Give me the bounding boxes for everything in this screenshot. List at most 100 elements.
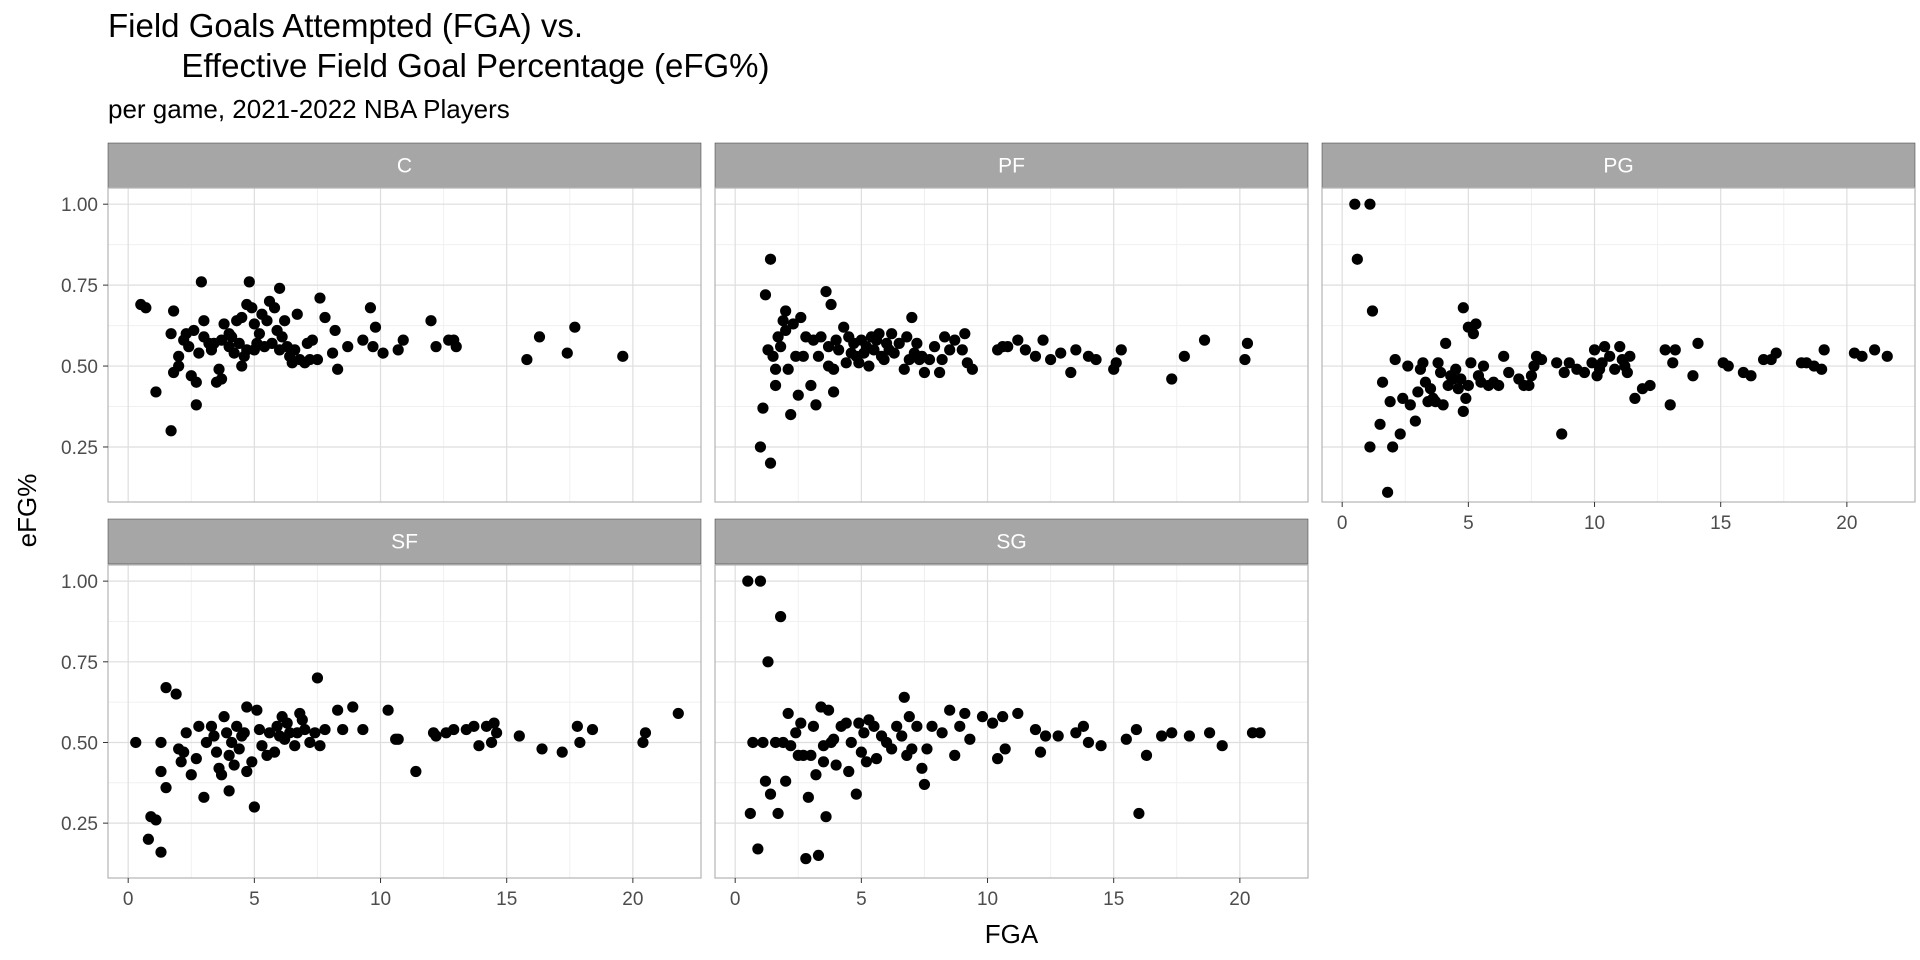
data-point bbox=[215, 373, 228, 385]
data-point bbox=[916, 762, 928, 774]
data-point bbox=[1029, 350, 1042, 362]
data-point bbox=[1409, 415, 1421, 427]
data-point bbox=[1667, 357, 1679, 369]
data-point bbox=[891, 720, 903, 732]
data-point bbox=[228, 347, 240, 359]
data-point bbox=[382, 704, 394, 716]
x-tick-label: 10 bbox=[1584, 513, 1605, 534]
data-point bbox=[795, 717, 807, 729]
data-point bbox=[397, 334, 409, 346]
data-point bbox=[959, 707, 971, 720]
data-point bbox=[1457, 302, 1469, 314]
data-point bbox=[364, 302, 377, 314]
data-point bbox=[792, 389, 804, 401]
data-point bbox=[1120, 733, 1132, 745]
data-point bbox=[1090, 353, 1102, 366]
data-point bbox=[304, 736, 316, 749]
data-point bbox=[1525, 370, 1538, 382]
data-point bbox=[246, 756, 258, 768]
data-point bbox=[473, 740, 485, 752]
y-tick-label: 0.50 bbox=[61, 357, 98, 378]
data-point bbox=[218, 711, 230, 723]
data-point bbox=[256, 740, 268, 752]
data-point bbox=[193, 720, 205, 732]
data-point bbox=[810, 769, 822, 781]
data-point bbox=[926, 720, 938, 732]
data-point bbox=[253, 328, 266, 340]
data-point bbox=[1770, 347, 1782, 359]
data-point bbox=[858, 727, 870, 739]
data-point bbox=[1166, 727, 1178, 739]
facet-strip-pf bbox=[714, 142, 1309, 189]
data-point bbox=[1029, 723, 1042, 736]
data-point bbox=[830, 334, 842, 346]
data-point bbox=[309, 727, 321, 739]
data-point bbox=[223, 749, 235, 761]
data-point bbox=[873, 328, 885, 340]
data-point bbox=[319, 723, 331, 736]
data-point bbox=[1039, 730, 1052, 742]
data-point bbox=[845, 736, 857, 749]
data-point bbox=[744, 807, 756, 820]
data-point bbox=[785, 740, 797, 752]
data-point bbox=[155, 765, 167, 778]
data-point bbox=[767, 350, 779, 362]
data-point bbox=[815, 331, 827, 343]
data-point bbox=[906, 743, 918, 755]
data-point bbox=[188, 324, 200, 337]
data-point bbox=[198, 791, 210, 803]
data-point bbox=[571, 720, 583, 732]
data-point bbox=[561, 347, 573, 359]
data-point bbox=[314, 740, 326, 752]
data-point bbox=[921, 743, 933, 755]
data-point bbox=[949, 749, 961, 761]
data-point bbox=[954, 720, 966, 732]
chart-subtitle: per game, 2021-2022 NBA Players bbox=[108, 94, 510, 124]
data-point bbox=[130, 736, 142, 749]
data-point bbox=[747, 736, 759, 749]
data-point bbox=[556, 746, 568, 758]
data-point bbox=[1629, 392, 1641, 405]
x-tick-label: 10 bbox=[977, 889, 998, 910]
data-point bbox=[521, 353, 533, 366]
data-point bbox=[964, 733, 976, 745]
data-point bbox=[1366, 305, 1379, 317]
data-point bbox=[782, 707, 794, 720]
data-point bbox=[190, 376, 202, 388]
data-point bbox=[944, 704, 956, 716]
data-point bbox=[903, 711, 915, 723]
data-point bbox=[986, 717, 999, 729]
data-point bbox=[956, 344, 968, 356]
data-point bbox=[1412, 386, 1424, 398]
data-point bbox=[1034, 746, 1047, 758]
data-point bbox=[1349, 198, 1361, 210]
data-point bbox=[150, 386, 162, 398]
data-point bbox=[790, 727, 802, 739]
data-point bbox=[392, 733, 404, 745]
data-point bbox=[782, 363, 794, 375]
data-point bbox=[1130, 723, 1143, 736]
data-point bbox=[999, 743, 1011, 755]
data-point bbox=[226, 331, 238, 343]
data-point bbox=[1389, 353, 1401, 366]
data-point bbox=[901, 331, 913, 343]
data-point bbox=[1198, 334, 1211, 346]
data-point bbox=[850, 788, 862, 800]
data-point bbox=[853, 717, 865, 729]
data-point bbox=[329, 324, 341, 337]
data-point bbox=[195, 276, 207, 288]
data-point bbox=[759, 289, 772, 301]
data-point bbox=[233, 337, 245, 349]
data-point bbox=[574, 736, 586, 749]
data-point bbox=[795, 311, 807, 324]
data-point bbox=[1382, 486, 1394, 498]
data-point bbox=[797, 350, 809, 362]
data-point bbox=[180, 727, 192, 739]
data-point bbox=[1376, 376, 1389, 388]
panel-border-pf bbox=[714, 187, 1309, 503]
data-point bbox=[833, 344, 845, 356]
facet-strip-sg bbox=[714, 518, 1309, 565]
data-point bbox=[820, 285, 832, 298]
data-point bbox=[787, 318, 799, 330]
data-point bbox=[1551, 357, 1563, 369]
